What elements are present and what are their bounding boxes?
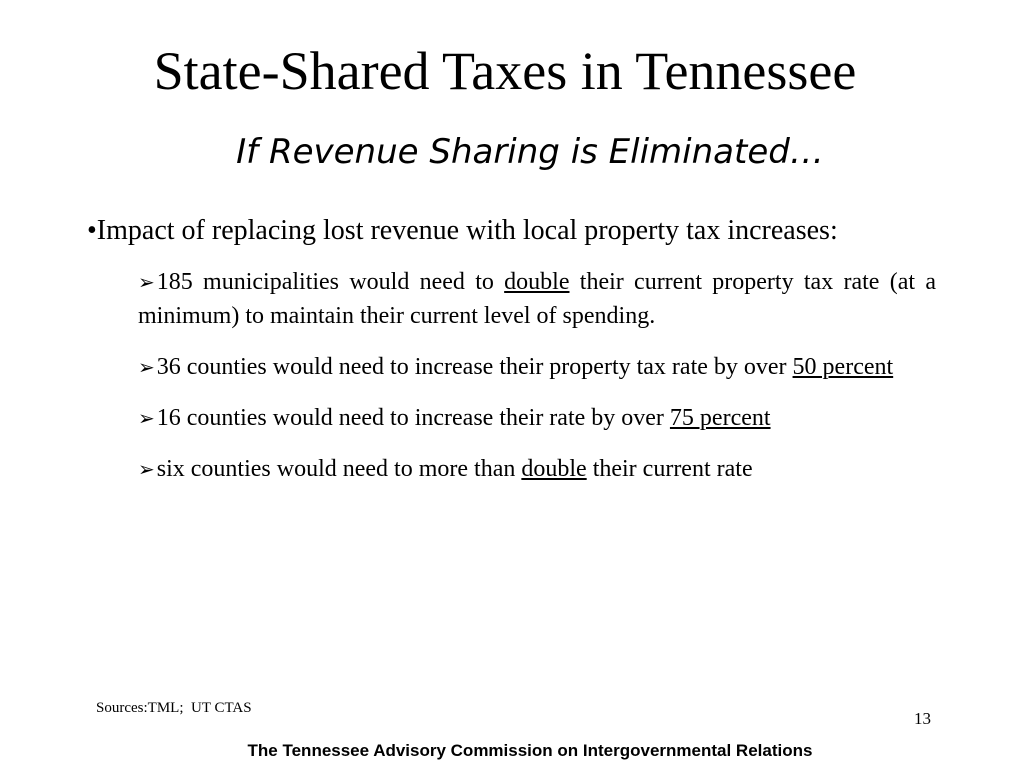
slide-body: •Impact of replacing lost revenue with l… <box>87 212 936 503</box>
slide-subtitle: If Revenue Sharing is Eliminated… <box>236 132 824 172</box>
sub-bullet-text: 36 counties would need to increase their… <box>156 354 793 380</box>
sub-bullet-text: their current rate <box>586 456 753 482</box>
sub-bullet-text: their current property tax rate (at a mi… <box>138 269 936 329</box>
arrow-bullet-icon: ➢ <box>138 355 155 379</box>
sub-bullet-item: ➢185 municipalities would need to double… <box>138 265 936 333</box>
sub-bullet-emphasis: 50 percent <box>792 354 894 380</box>
arrow-bullet-icon: ➢ <box>138 406 155 430</box>
main-bullet: •Impact of replacing lost revenue with l… <box>87 215 838 246</box>
arrow-bullet-icon: ➢ <box>138 457 155 481</box>
slide-title: State-Shared Taxes in Tennessee <box>153 41 857 101</box>
sub-bullet-item: ➢six counties would need to more than do… <box>138 452 936 486</box>
sub-bullet-emphasis: double <box>504 269 570 295</box>
sources-note: Sources:TML; UT CTAS <box>96 700 252 716</box>
sub-bullet-text: 16 counties would need to increase their… <box>156 405 670 431</box>
arrow-bullet-icon: ➢ <box>138 270 155 294</box>
footer-organization: The Tennessee Advisory Commission on Int… <box>247 741 813 760</box>
sub-bullet-text: six counties would need to more than <box>156 456 522 482</box>
page-number: 13 <box>914 709 931 728</box>
sub-bullet-text: 185 municipalities would need to <box>156 269 505 295</box>
sub-bullet-item: ➢16 counties would need to increase thei… <box>138 401 936 435</box>
sub-bullet-item: ➢36 counties would need to increase thei… <box>138 350 936 384</box>
sub-bullet-list: ➢185 municipalities would need to double… <box>138 265 936 486</box>
sub-bullet-emphasis: 75 percent <box>669 405 771 431</box>
sub-bullet-emphasis: double <box>521 456 587 482</box>
